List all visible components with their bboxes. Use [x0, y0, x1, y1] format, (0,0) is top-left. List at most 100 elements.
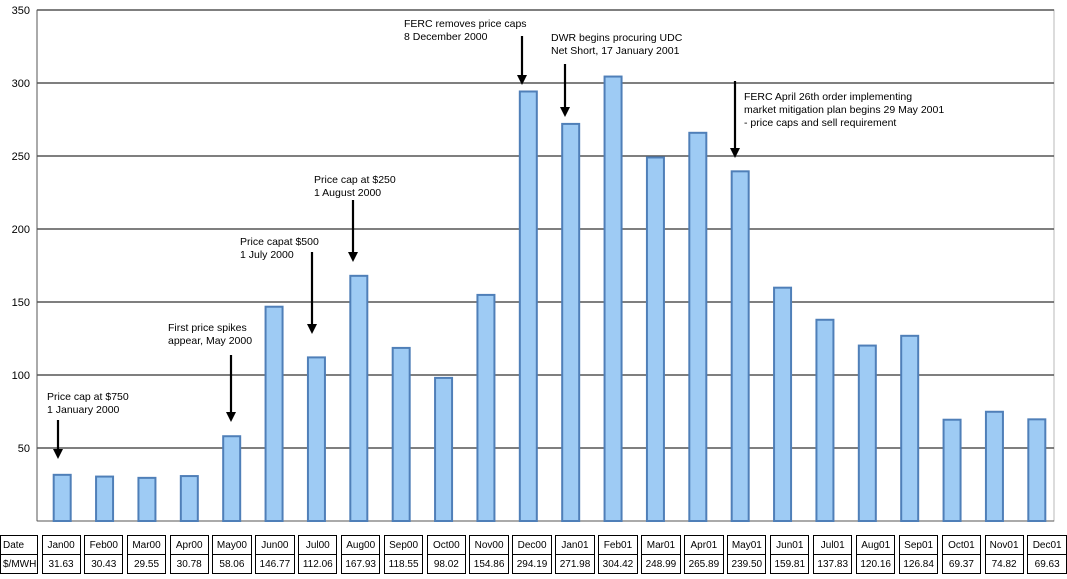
date-cell: Sep00 [383, 535, 424, 555]
value-cell: 98.02 [426, 554, 466, 574]
value-cell: 154.86 [469, 554, 509, 574]
date-cell: May00 [212, 535, 252, 555]
y-tick-label: 150 [12, 297, 30, 309]
value-cell: 304.42 [598, 554, 638, 574]
annotation-text: 1 July 2000 [240, 249, 294, 261]
date-cell: Nov00 [469, 535, 509, 555]
bar-apr01 [688, 131, 708, 522]
value-cell: 159.81 [770, 554, 810, 574]
annotation-text: 1 January 2000 [47, 404, 120, 416]
date-cell: Apr00 [169, 535, 209, 555]
value-cell: 137.83 [813, 554, 853, 574]
bar-feb00 [95, 475, 115, 523]
value-cell: 265.89 [684, 554, 724, 574]
bar-jul00 [306, 356, 326, 522]
bars [52, 75, 1047, 523]
annotation-may01: FERC April 26th order implementingmarket… [730, 81, 944, 158]
y-axis-ticks: 50 100 150 200 250 300 350 [12, 5, 30, 455]
value-cell: 118.55 [383, 554, 424, 574]
annotation-arrow-head [307, 324, 317, 334]
bar-mar00 [137, 476, 157, 522]
annotation-text: FERC removes price caps [404, 18, 527, 30]
value-cell: 248.99 [641, 554, 681, 574]
value-row: $/MWH 31.63 30.43 29.55 30.78 58.06 146.77 112… [0, 554, 1067, 574]
date-cell: Mar01 [641, 535, 681, 555]
value-cell: 30.78 [169, 554, 209, 574]
y-tick-label: 200 [12, 224, 30, 236]
date-cell: Jan01 [555, 535, 595, 555]
value-cell: 29.55 [126, 554, 167, 574]
annotation-arrow-head [53, 449, 63, 459]
date-cell: Aug01 [856, 535, 896, 555]
value-cell: 30.43 [84, 554, 124, 574]
annotation-arrow-head [730, 148, 740, 158]
date-cell: Dec00 [512, 535, 552, 555]
y-tick-label: 300 [12, 78, 30, 90]
value-cell: 58.06 [212, 554, 252, 574]
bar-feb01 [603, 75, 623, 522]
y-tick-label: 50 [18, 443, 30, 455]
date-cell: Oct00 [426, 535, 466, 555]
date-header: Date [0, 535, 38, 555]
annotation-text: First price spikes [168, 322, 247, 334]
bar-may01 [730, 170, 750, 523]
date-cell: May01 [727, 535, 767, 555]
value-cell: 31.63 [41, 554, 81, 574]
date-cell: Nov01 [984, 535, 1024, 555]
date-cell: Jun00 [255, 535, 295, 555]
annotation-text: DWR begins procuring UDC [551, 32, 683, 44]
date-cell: Jun01 [770, 535, 810, 555]
annotation-text: 8 December 2000 [404, 31, 488, 43]
value-cell: 69.37 [941, 554, 981, 574]
value-header: $/MWH [0, 554, 38, 574]
bar-oct01 [942, 418, 962, 522]
date-cell: Mar00 [126, 535, 167, 555]
date-cell: Feb01 [598, 535, 638, 555]
value-cell: 239.50 [727, 554, 767, 574]
bar-jun01 [773, 286, 793, 522]
value-cell: 112.06 [298, 554, 338, 574]
bar-jan01 [561, 122, 581, 522]
annotation-arrow-head [517, 75, 527, 85]
annotation-text: FERC April 26th order implementing [744, 91, 912, 103]
value-cell: 120.16 [856, 554, 896, 574]
date-cell: Jul01 [813, 535, 853, 555]
annotation-text: Price cap at $750 [47, 391, 129, 403]
annotation-arrow-head [226, 412, 236, 422]
y-tick-label: 350 [12, 5, 30, 17]
bar-sep01 [900, 334, 920, 522]
value-cell: 294.19 [512, 554, 552, 574]
date-cell: Apr01 [684, 535, 724, 555]
date-cell: Aug00 [341, 535, 381, 555]
bar-nov00 [476, 293, 496, 522]
date-cell: Oct01 [941, 535, 981, 555]
bar-jun00 [264, 305, 284, 522]
bar-jan00 [52, 473, 72, 522]
value-cell: 74.82 [984, 554, 1024, 574]
bar-dec01 [1027, 418, 1047, 523]
annotation-text: appear, May 2000 [168, 335, 252, 347]
y-tick-label: 250 [12, 151, 30, 163]
bar-mar01 [645, 156, 665, 522]
bar-jul01 [815, 318, 835, 522]
value-cell: 146.77 [255, 554, 295, 574]
date-cell: Dec01 [1027, 535, 1067, 555]
data-table: Date Jan00 Feb00 Mar00 Apr00 May00 Jun00 Jul00… [0, 535, 1067, 574]
value-cell: 126.84 [898, 554, 939, 574]
date-cell: Feb00 [84, 535, 124, 555]
bar-nov01 [984, 410, 1004, 522]
date-row: Date Jan00 Feb00 Mar00 Apr00 May00 Jun00 Jul00… [0, 535, 1067, 555]
annotation-text: 1 August 2000 [314, 187, 381, 199]
annotation-text: Net Short, 17 January 2001 [551, 45, 680, 57]
value-cell: 69.63 [1027, 554, 1067, 574]
bar-sep00 [391, 346, 411, 522]
bar-may00 [222, 435, 242, 522]
date-cell: Jan00 [41, 535, 81, 555]
